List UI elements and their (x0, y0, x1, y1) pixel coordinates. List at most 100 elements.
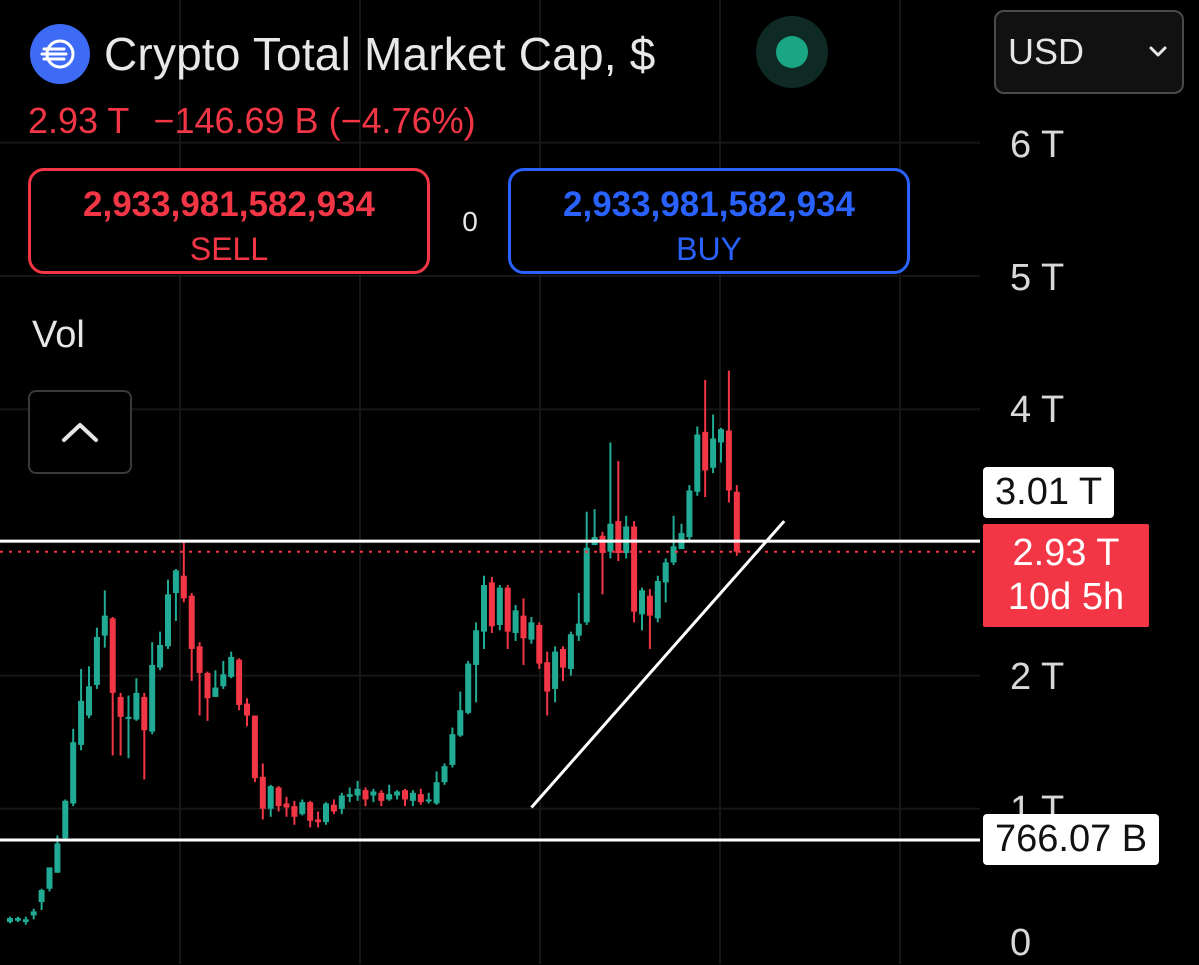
candle (157, 631, 164, 671)
candle (449, 727, 456, 768)
candle (433, 771, 440, 805)
candle (220, 660, 227, 689)
candle (725, 370, 732, 503)
candle-body (702, 431, 709, 471)
currency-select[interactable]: USD (994, 10, 1184, 94)
lower-line-price-tag[interactable]: 766.07 B (983, 814, 1160, 865)
candle-body (46, 867, 53, 889)
candle-body (307, 802, 314, 821)
candle-body (149, 664, 156, 732)
candle-body (567, 634, 574, 669)
candle (251, 715, 258, 783)
price-scale-tick: 0 (1010, 922, 1032, 964)
candle-body (386, 794, 393, 800)
candle-body (165, 594, 171, 647)
candle (536, 622, 543, 669)
current-price-tag[interactable]: 2.93 T 10d 5h (983, 524, 1149, 627)
candle-body (409, 792, 416, 801)
candle (607, 442, 614, 559)
candle-body (172, 570, 179, 594)
candle (62, 799, 69, 841)
candle-body (599, 535, 606, 554)
candle (141, 692, 148, 780)
candle (236, 658, 243, 711)
candle-body (449, 734, 456, 765)
candle (7, 916, 13, 924)
candle-body (38, 890, 45, 903)
chevron-down-icon (1149, 46, 1167, 57)
candle (560, 646, 566, 681)
symbol-title[interactable]: Crypto Total Market Cap, $ (104, 28, 656, 80)
candle-body (86, 686, 92, 716)
candle-body (196, 646, 203, 673)
candle-body (54, 843, 61, 873)
candle (362, 787, 369, 807)
chart-grid (0, 0, 980, 964)
candle-body (394, 791, 401, 796)
candle-body (362, 790, 369, 800)
candle-body (212, 687, 219, 697)
candle (330, 799, 337, 815)
candle-body (433, 782, 440, 804)
candle-body (330, 804, 337, 812)
candle (473, 622, 480, 703)
candle-body (62, 800, 69, 839)
candle (623, 515, 630, 559)
price-summary: 2.93 T −146.69 B (−4.76%) (28, 100, 500, 142)
bar-countdown: 10d 5h (1007, 576, 1125, 618)
candle (14, 916, 21, 923)
candle (228, 651, 235, 679)
candle-body (718, 429, 724, 443)
candle (409, 790, 416, 807)
candle (417, 788, 424, 805)
candle (30, 908, 37, 920)
upper-line-price-tag[interactable]: 3.01 T (983, 467, 1115, 518)
volume-indicator-label[interactable]: Vol (32, 314, 85, 356)
current-price-value: 2.93 T (1012, 532, 1120, 574)
candle (694, 426, 701, 496)
candle (528, 616, 535, 644)
candle (109, 616, 116, 756)
buy-price: 2,933,981,582,934 (563, 185, 855, 224)
candle-body (481, 585, 487, 632)
buy-button[interactable]: 2,933,981,582,934 BUY (508, 168, 910, 274)
candle-body (283, 803, 290, 808)
candle-body (607, 523, 614, 552)
candle (370, 788, 377, 803)
candle-body (275, 787, 282, 807)
candle (686, 485, 693, 543)
candle-body (631, 526, 638, 612)
candle-body (7, 918, 13, 923)
candle (718, 427, 724, 463)
last-price: 2.93 T (28, 100, 130, 141)
candle-body (544, 662, 551, 692)
candle-body (109, 618, 116, 693)
candle (354, 780, 361, 801)
candle (378, 790, 385, 807)
drawing-lines[interactable] (0, 520, 980, 842)
candle-body (30, 911, 37, 916)
candle (402, 788, 408, 807)
buy-label: BUY (676, 231, 742, 267)
candle (646, 589, 653, 649)
candle (346, 787, 353, 803)
candle-body (457, 710, 464, 736)
candle-body (425, 799, 432, 802)
candle-body (188, 595, 195, 649)
price-scale-tick: 5 T (1010, 257, 1065, 299)
collapse-legend-button[interactable] (28, 390, 132, 474)
candle-body (251, 715, 258, 779)
candle-body (646, 595, 653, 616)
market-status[interactable] (756, 16, 828, 88)
market-open-dot-icon (776, 36, 808, 68)
candle-body (315, 819, 322, 823)
candle-body (536, 624, 543, 664)
sell-button[interactable]: 2,933,981,582,934 SELL (28, 168, 430, 274)
candle (654, 575, 661, 623)
trendline (530, 520, 786, 809)
candle-body (157, 644, 164, 668)
spread-value: 0 (462, 206, 478, 237)
market-cap-logo-icon (30, 24, 90, 84)
candle-body (93, 636, 100, 685)
